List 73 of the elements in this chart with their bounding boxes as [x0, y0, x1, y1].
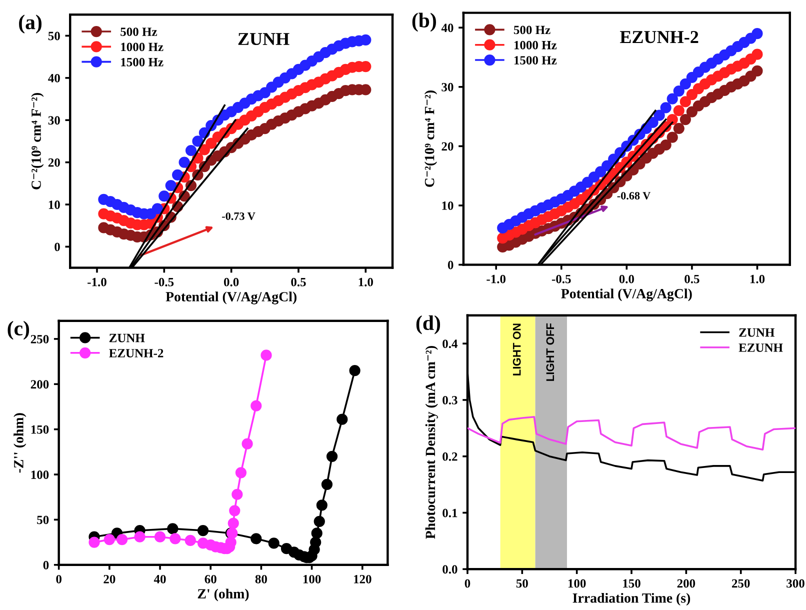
text: (a) — [19, 14, 42, 34]
y-tick-label: 50 — [37, 516, 49, 524]
x-tick-label: 1.0 — [358, 278, 373, 286]
x-axis-title: Z' (ohm) — [198, 588, 249, 602]
y-tick-label: 0.2 — [442, 452, 458, 461]
y-tick-label: 200 — [30, 380, 49, 389]
legend-label: EZUNH-2 — [109, 348, 164, 358]
legend-label: 500 Hz — [514, 26, 550, 34]
x-tick-label: 80 — [255, 574, 267, 584]
y-tick-label: 50 — [48, 32, 60, 40]
y-tick-label: 0.0 — [442, 565, 458, 574]
legend-label: ZUNH — [739, 328, 774, 337]
x-tick-label: 20 — [104, 574, 116, 584]
x-tick-label: 120 — [354, 574, 372, 584]
x-tick-label: 200 — [677, 579, 696, 588]
y-tick-label: 40 — [441, 24, 454, 32]
legend-label: 1500 Hz — [514, 56, 557, 65]
x-axis-title: Irradiation Time (s) — [572, 592, 690, 606]
y-tick-label: 150 — [31, 425, 49, 434]
text: (c) — [8, 320, 30, 340]
y-tick-label: 0 — [448, 260, 454, 270]
legend-label: 1500 Hz — [121, 58, 164, 66]
legend-label: 1000 Hz — [121, 42, 164, 52]
legend-label: EZUNH — [738, 344, 783, 352]
x-tick-label: 1.0 — [750, 274, 765, 284]
x-tick-label: 0.0 — [224, 278, 239, 286]
y-tick-label: 0 — [43, 560, 49, 570]
x-tick-label: -0.5 — [552, 274, 571, 284]
legend-label: 1000 Hz — [514, 40, 557, 50]
x-tick-label: 250 — [732, 579, 750, 588]
x-tick-label: 150 — [623, 579, 640, 588]
x-tick-label: 0.5 — [684, 274, 700, 284]
y-tick-label: 100 — [31, 470, 49, 479]
y-tick-label: 0 — [54, 242, 60, 252]
legend-label: ZUNH — [109, 334, 145, 342]
x-tick-label: 60 — [204, 574, 216, 584]
y-tick-label: 40 — [48, 74, 60, 82]
x-tick-label: 50 — [516, 579, 528, 588]
x-tick-label: 0.0 — [619, 274, 634, 284]
annotation: -0.73 V — [222, 212, 256, 220]
text: (d) — [416, 315, 440, 334]
y-tick-label: 0.4 — [442, 340, 458, 348]
y-axis-title: Photocurrent Density (mA cm⁻²) — [425, 346, 438, 539]
y-tick-label: 10 — [442, 201, 454, 210]
x-tick-label: 0 — [464, 579, 470, 588]
y-tick-label: 0.3 — [442, 396, 458, 404]
y-tick-label: 0.1 — [442, 508, 458, 518]
band-label: LIGHT OFF — [546, 323, 554, 381]
y-tick-label: 10 — [48, 200, 60, 209]
x-axis-title: Potential (V/Ag/AgCl) — [561, 288, 692, 302]
x-tick-label: 100 — [303, 574, 321, 584]
y-tick-label: 30 — [442, 82, 454, 92]
band-label: LIGHT ON — [512, 324, 521, 376]
x-tick-label: -1.0 — [88, 278, 106, 286]
text: (b) — [412, 12, 436, 32]
y-axis-title: C⁻²(10⁹ cm⁴ F⁻²) — [424, 90, 438, 187]
y-tick-label: 30 — [48, 116, 60, 125]
y-tick-label: 250 — [30, 334, 49, 344]
text: ZUNH — [238, 33, 290, 46]
x-axis-title: Potential (V/Ag/AgCl) — [166, 292, 296, 304]
y-tick-label: 20 — [48, 158, 60, 167]
x-tick-label: -1.0 — [486, 274, 506, 284]
x-tick-label: 0.5 — [291, 278, 306, 286]
text: EZUNH-2 — [620, 31, 698, 44]
x-tick-label: -0.5 — [154, 278, 174, 286]
x-tick-label: 100 — [568, 579, 586, 588]
y-tick-label: 20 — [442, 142, 454, 151]
annotation: -0.68 V — [617, 192, 650, 200]
x-tick-label: 40 — [154, 574, 166, 584]
x-tick-label: 300 — [786, 579, 804, 588]
y-axis-title: C⁻²(10⁹ cm⁴ F⁻²) — [31, 93, 44, 190]
legend-label: 500 Hz — [120, 28, 157, 36]
y-axis-title: -Z'' (ohm) — [14, 413, 26, 473]
